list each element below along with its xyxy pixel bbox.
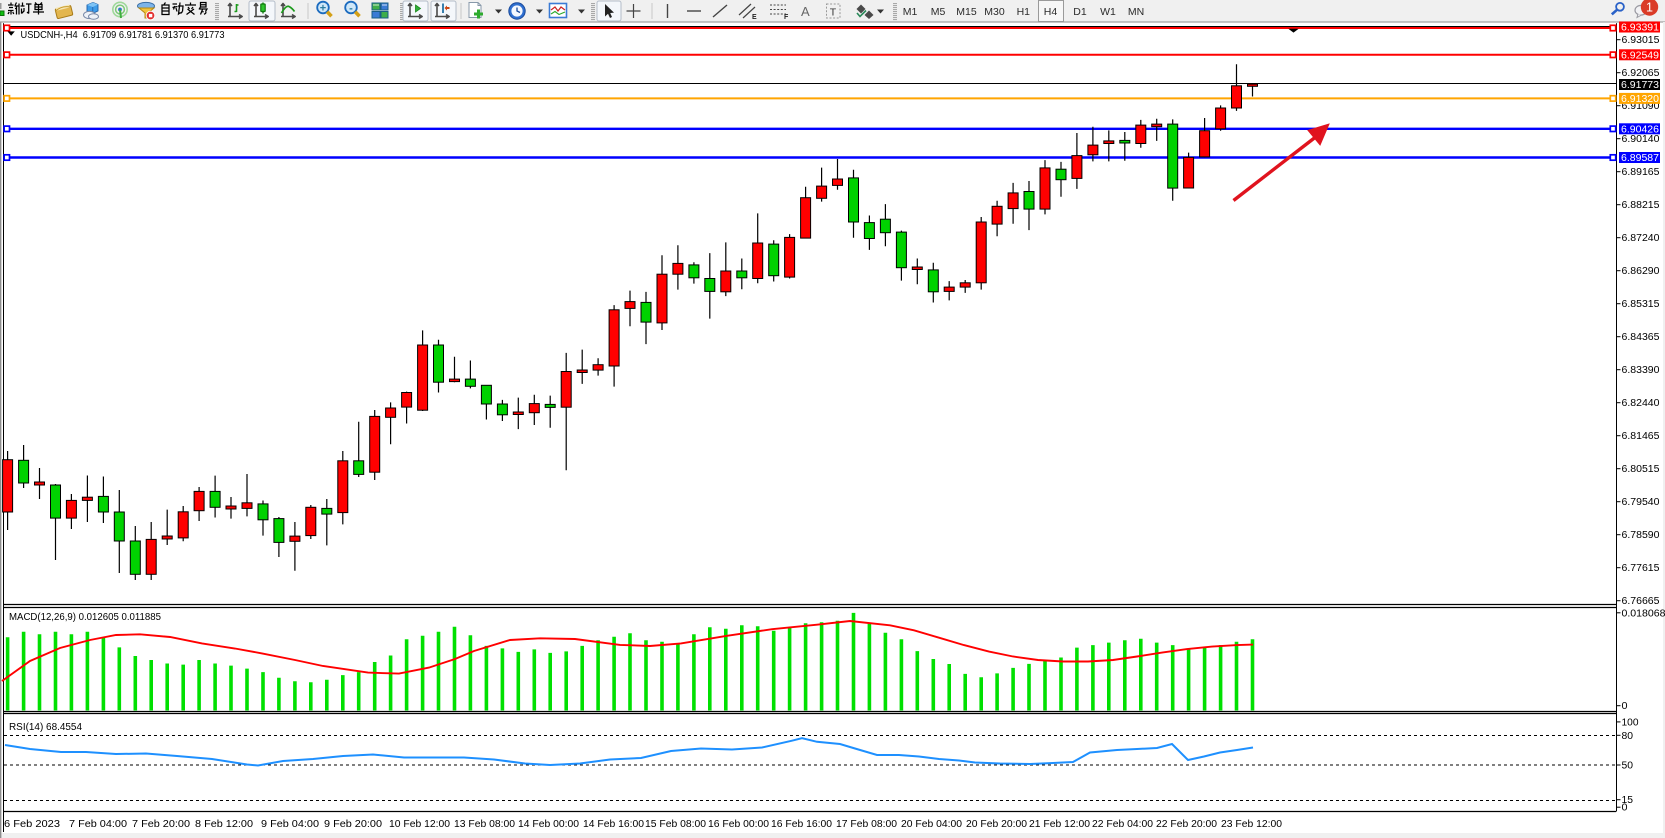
svg-text:6.78590: 6.78590	[1622, 530, 1660, 541]
svg-text:15 Feb 08:00: 15 Feb 08:00	[645, 819, 706, 830]
svg-text:6.93015: 6.93015	[1622, 35, 1660, 46]
svg-text:6.91320: 6.91320	[1621, 94, 1659, 105]
svg-text:M5: M5	[931, 6, 946, 18]
svg-text:6.92065: 6.92065	[1622, 68, 1660, 79]
svg-text:6.81465: 6.81465	[1622, 431, 1660, 442]
svg-text:14 Feb 16:00: 14 Feb 16:00	[583, 819, 644, 830]
svg-text:20 Feb 20:00: 20 Feb 20:00	[966, 819, 1027, 830]
svg-text:0.018068: 0.018068	[1622, 608, 1665, 619]
svg-text:50: 50	[1622, 761, 1634, 772]
svg-text:21 Feb 12:00: 21 Feb 12:00	[1029, 819, 1090, 830]
svg-text:6.93391: 6.93391	[1621, 23, 1659, 34]
svg-text:6.76665: 6.76665	[1622, 596, 1660, 607]
svg-text:23 Feb 12:00: 23 Feb 12:00	[1221, 819, 1282, 830]
svg-text:6.87240: 6.87240	[1622, 233, 1660, 244]
svg-text:6.85315: 6.85315	[1622, 299, 1660, 310]
svg-text:RSI(14) 68.4554: RSI(14) 68.4554	[9, 722, 82, 733]
svg-text:+: +	[320, 2, 326, 14]
svg-text:16 Feb 16:00: 16 Feb 16:00	[771, 819, 832, 830]
svg-text:W1: W1	[1100, 6, 1116, 18]
svg-text:6.82440: 6.82440	[1622, 398, 1660, 409]
svg-text:MN: MN	[1128, 6, 1144, 18]
svg-text:T: T	[830, 7, 837, 19]
svg-text:6.77615: 6.77615	[1622, 563, 1660, 574]
svg-text:6.80515: 6.80515	[1622, 464, 1660, 475]
svg-text:F: F	[784, 14, 789, 21]
svg-text:6.89587: 6.89587	[1621, 153, 1659, 164]
svg-text:14 Feb 00:00: 14 Feb 00:00	[518, 819, 579, 830]
svg-text:9 Feb 20:00: 9 Feb 20:00	[324, 819, 382, 830]
svg-text:M1: M1	[903, 6, 918, 18]
svg-text:10 Feb 12:00: 10 Feb 12:00	[389, 819, 450, 830]
svg-text:7 Feb 20:00: 7 Feb 20:00	[132, 819, 190, 830]
svg-text:22 Feb 20:00: 22 Feb 20:00	[1156, 819, 1217, 830]
svg-text:6.86290: 6.86290	[1622, 266, 1660, 277]
svg-text:6.83390: 6.83390	[1622, 365, 1660, 376]
svg-text:6.89165: 6.89165	[1622, 167, 1660, 178]
svg-text:6.79540: 6.79540	[1622, 497, 1660, 508]
svg-text:A: A	[801, 4, 810, 19]
svg-text:M30: M30	[984, 6, 1005, 18]
svg-text:6.90426: 6.90426	[1621, 124, 1659, 135]
svg-text:6.91090: 6.91090	[1622, 101, 1660, 112]
svg-text:15: 15	[1622, 795, 1634, 806]
svg-text:6.92549: 6.92549	[1621, 50, 1659, 61]
svg-text:9 Feb 04:00: 9 Feb 04:00	[261, 819, 319, 830]
svg-text:E: E	[752, 14, 757, 21]
svg-text:-: -	[349, 2, 353, 14]
svg-text:80: 80	[1622, 731, 1634, 742]
svg-text:22 Feb 04:00: 22 Feb 04:00	[1092, 819, 1153, 830]
svg-text:20 Feb 04:00: 20 Feb 04:00	[901, 819, 962, 830]
svg-text:0: 0	[1622, 701, 1628, 712]
svg-text:6.88215: 6.88215	[1622, 200, 1660, 211]
svg-text:0: 0	[1622, 803, 1628, 814]
svg-text:16 Feb 00:00: 16 Feb 00:00	[708, 819, 769, 830]
svg-text:6.84365: 6.84365	[1622, 332, 1660, 343]
svg-text:M15: M15	[956, 6, 977, 18]
svg-text:1: 1	[1646, 0, 1653, 14]
svg-text:7 Feb 04:00: 7 Feb 04:00	[69, 819, 127, 830]
svg-text:100: 100	[1622, 717, 1639, 728]
svg-text:17 Feb 08:00: 17 Feb 08:00	[836, 819, 897, 830]
svg-text:6 Feb 2023: 6 Feb 2023	[4, 819, 60, 830]
svg-text:13 Feb 08:00: 13 Feb 08:00	[454, 819, 515, 830]
svg-text:8 Feb 12:00: 8 Feb 12:00	[195, 819, 253, 830]
svg-text:6.91773: 6.91773	[1621, 80, 1659, 91]
svg-text:D1: D1	[1073, 6, 1087, 18]
svg-text:H1: H1	[1017, 6, 1031, 18]
svg-text:MACD(12,26,9) 0.012605 0.01188: MACD(12,26,9) 0.012605 0.011885	[9, 612, 161, 623]
svg-text:6.90140: 6.90140	[1622, 134, 1660, 145]
svg-text:H4: H4	[1044, 6, 1058, 18]
svg-text:USDCNH-,H4 6.91709 6.91781 6.: USDCNH-,H4 6.91709 6.91781 6.91370 6.917…	[21, 29, 225, 41]
